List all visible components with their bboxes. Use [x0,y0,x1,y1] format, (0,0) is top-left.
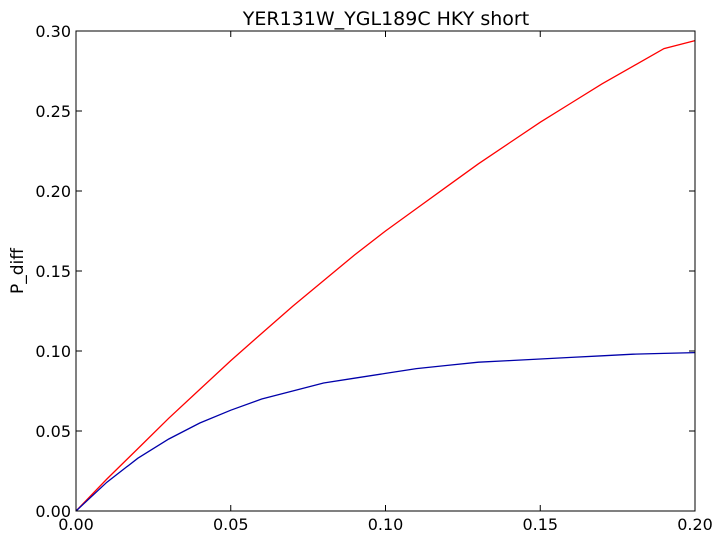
y-tick-label-4: 0.20 [35,182,71,201]
chart-title: YER131W_YGL189C HKY short [242,8,529,30]
x-tick-label-3: 0.15 [522,515,558,534]
series-line-1 [75,351,696,512]
y-tick-label-0: 0.00 [35,502,71,521]
x-tick-label-1: 0.05 [213,515,249,534]
series-line-0 [75,39,696,512]
series-layer [75,39,696,512]
y-tick-label-3: 0.15 [35,262,71,281]
plot-frame [75,30,696,512]
y-tick-label-5: 0.25 [35,102,71,121]
y-axis-label: P_diff [8,247,28,294]
tick-layer: 0.00 0.05 0.10 0.15 0.20 0.00 0.05 0.10 0.15 0.20… [35,22,712,534]
x-tick-label-0: 0.00 [58,515,94,534]
y-tick-label-2: 0.10 [35,342,71,361]
y-tick-label-1: 0.05 [35,422,71,441]
y-tick-label-6: 0.30 [35,22,71,41]
x-tick-label-2: 0.10 [368,515,404,534]
x-tick-label-4: 0.20 [677,515,713,534]
